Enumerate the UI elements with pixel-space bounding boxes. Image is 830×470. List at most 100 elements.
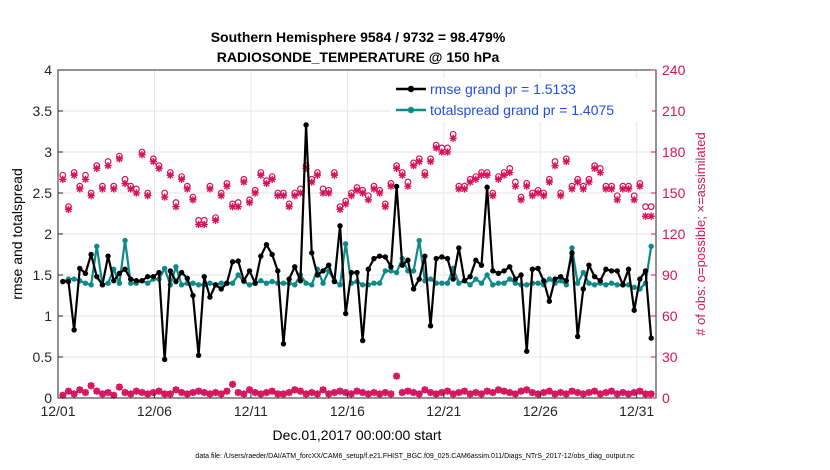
obs-assimilated-point [172,203,180,211]
chart-subtitle: RADIOSONDE_TEMPERATURE @ 150 hPa [217,49,500,65]
obs-assimilated-point [104,162,112,170]
obs-assimilated-point [110,185,118,193]
obs-assimilated-small-point [483,387,491,395]
obs-assimilated-small-point [347,390,355,398]
y2-tick-label: 60 [662,308,678,324]
obs-assimilated-point [279,192,288,200]
obs-assimilated-small-point [93,387,101,395]
obs-assimilated-small-point [466,390,474,398]
obs-assimilated-small-point [647,390,655,398]
totalspread-point [586,280,592,286]
obs-assimilated-point [268,175,276,183]
totalspread-point [473,276,479,282]
y-tick-label: 0 [44,390,52,406]
obs-assimilated-point [121,179,129,188]
obs-assimilated-small-point [511,390,520,398]
y2-tick-label: 240 [662,62,686,78]
rmse-point [156,269,162,276]
obs-assimilated-point [64,205,73,213]
rmse-point [258,253,264,259]
rmse-point [280,341,287,347]
obs-assimilated-point [393,164,401,172]
rmse-point [235,258,241,264]
obs-assimilated-point [81,175,90,183]
y-tick-label: 4 [44,62,52,78]
totalspread-point [342,241,349,247]
rmse-point [139,278,145,284]
obs-assimilated-point [443,148,452,156]
obs-assimilated-point [342,200,350,208]
y-tick-label: 0.5 [33,349,53,365]
obs-assimilated-small-point [121,388,129,397]
totalspread-point [546,276,553,282]
totalspread-point [648,243,654,249]
y-tick-label: 1 [44,308,52,324]
obs-assimilated-point [613,196,621,204]
obs-assimilated-small-point [460,387,469,395]
rmse-point [382,254,388,260]
obs-assimilated-point [189,196,197,204]
obs-assimilated-small-point [393,372,401,380]
obs-assimilated-small-point [489,388,497,397]
rmse-point [637,276,643,282]
obs-assimilated-point [257,171,265,179]
obs-assimilated-small-point [364,390,372,398]
rmse-point [524,348,530,354]
rmse-point [359,337,366,344]
rmse-point [144,273,151,280]
obs-assimilated-point [132,189,140,197]
rmse-point [128,276,134,282]
obs-assimilated-small-point [262,388,271,397]
x-tick-label: 12/06 [137,403,172,419]
obs-assimilated-small-point [200,388,208,397]
legend-spread-marker [407,106,415,114]
totalspread-point [563,282,570,288]
obs-assimilated-point [308,178,316,186]
obs-assimilated-point [624,185,633,193]
obs-assimilated-small-point [517,387,525,395]
obs-assimilated-point [647,212,655,220]
totalspread-point [512,280,519,286]
obs-assimilated-small-point [274,390,282,398]
rmse-point [427,323,434,329]
obs-assimilated-small-point [70,390,78,398]
totalspread-point [303,280,309,286]
obs-assimilated-point [489,192,497,200]
rmse-point [507,264,513,270]
totalspread-point [178,282,185,288]
rmse-point [71,327,77,333]
rmse-point [597,278,603,284]
obs-assimilated-point [144,192,152,200]
y2-tick-label: 30 [662,349,678,365]
totalspread-point [263,280,270,286]
obs-assimilated-small-point [398,388,406,397]
obs-assimilated-small-point [161,390,169,398]
rmse-point [82,270,89,277]
obs-assimilated-point [223,182,231,190]
totalspread-point [456,280,462,286]
totalspread-point [144,280,151,286]
obs-assimilated-small-point [223,387,231,395]
rmse-point [337,223,343,229]
totalspread-point [535,280,541,286]
obs-assimilated-small-point [613,390,621,398]
rmse-point [433,255,439,262]
rmse-point [65,278,72,285]
rmse-point [512,276,519,282]
obs-assimilated-point [325,189,333,197]
totalspread-point [105,280,111,286]
obs-assimilated-point [619,185,627,193]
rmse-point [490,268,496,274]
obs-assimilated-point [557,192,565,200]
rmse-point [173,278,179,285]
rmse-point [456,245,462,251]
obs-assimilated-small-point [426,388,435,397]
x-axis-label: Dec.01,2017 00:00:00 start [273,427,442,443]
obs-assimilated-small-point [245,386,254,394]
totalspread-point [128,280,134,286]
x-tick-label: 12/11 [234,403,268,419]
totalspread-point [507,276,513,282]
rmse-point [269,251,275,258]
obs-assimilated-small-point [251,388,259,397]
